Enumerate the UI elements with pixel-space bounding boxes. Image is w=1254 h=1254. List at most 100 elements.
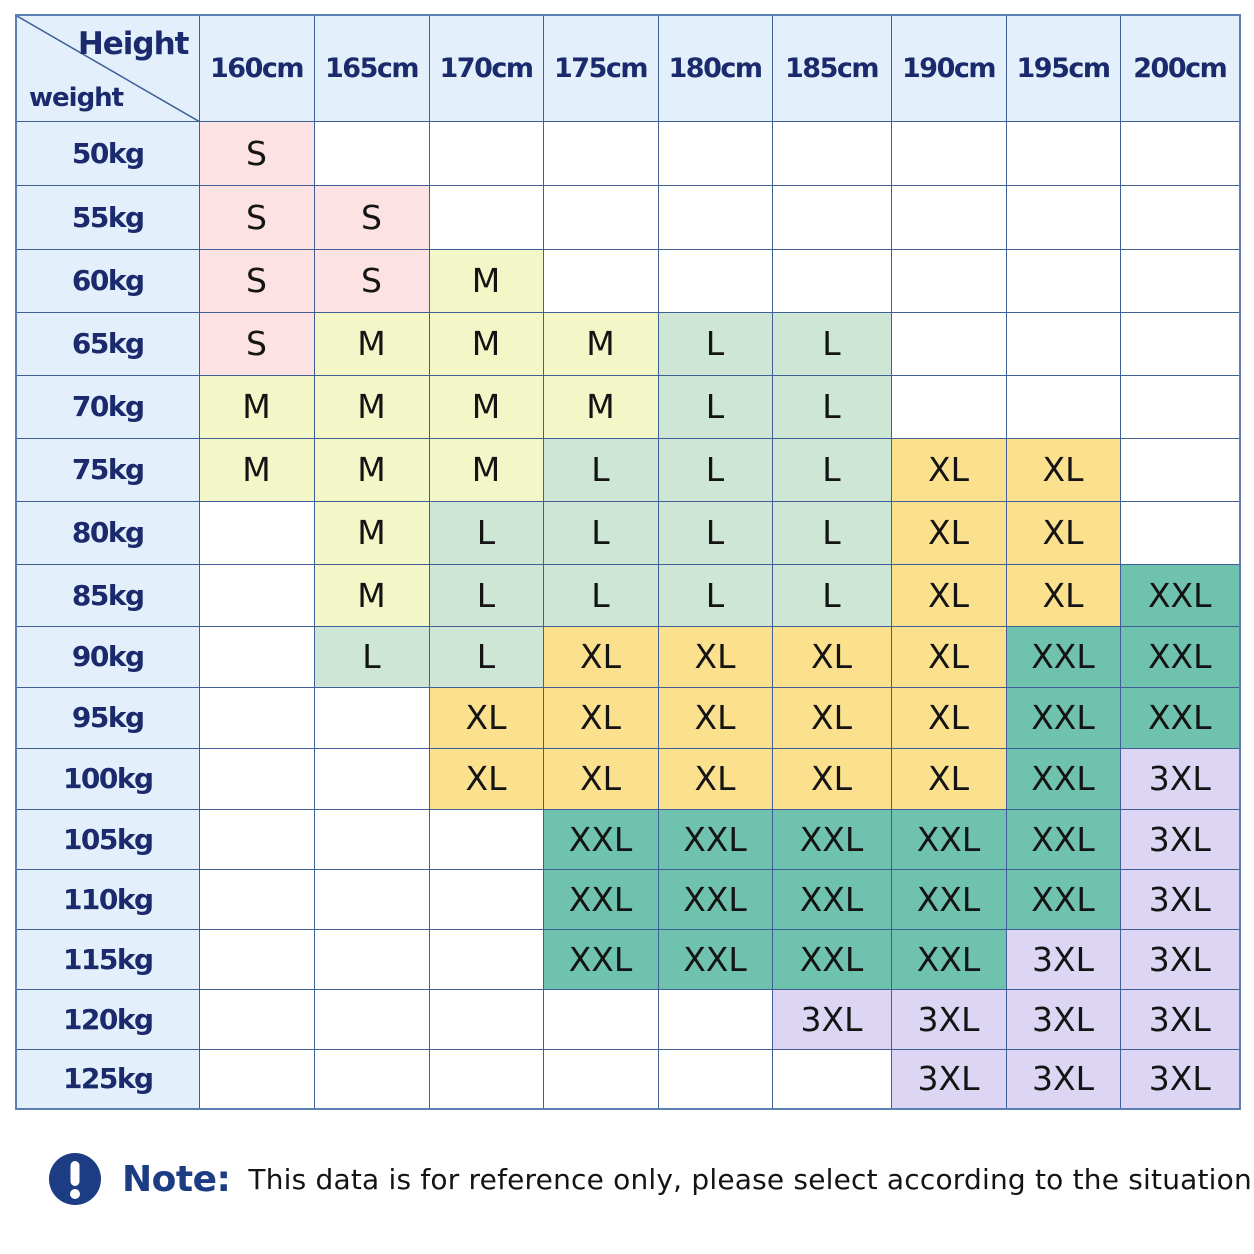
size-cell: 3XL <box>890 1048 1007 1110</box>
weight-header: 125kg <box>15 1048 200 1110</box>
size-cell: M <box>198 374 315 439</box>
height-header: 165cm <box>313 14 430 122</box>
size-cell: XXL <box>542 868 659 930</box>
size-cell <box>1119 311 1241 376</box>
size-chart-table: Height weight 160cm 165cm 170cm 175cm 180cm 1… <box>15 14 1241 1110</box>
size-cell: XXL <box>771 868 892 930</box>
height-header: 170cm <box>428 14 544 122</box>
size-cell: M <box>542 374 659 439</box>
size-cell <box>657 988 773 1050</box>
weight-header: 120kg <box>15 988 200 1050</box>
size-cell: L <box>542 437 659 502</box>
size-cell: S <box>198 248 315 313</box>
size-cell: L <box>771 563 892 627</box>
size-cell <box>542 988 659 1050</box>
size-cell: L <box>657 563 773 627</box>
size-cell: S <box>313 248 430 313</box>
size-cell: XL <box>771 747 892 810</box>
height-header: 185cm <box>771 14 892 122</box>
header-row: Height weight 160cm 165cm 170cm 175cm 180cm 1… <box>15 14 1241 122</box>
size-cell: 3XL <box>1005 928 1121 990</box>
size-cell: 3XL <box>771 988 892 1050</box>
weight-header: 65kg <box>15 311 200 376</box>
size-cell: M <box>313 311 430 376</box>
table-row: 60kg S S M <box>15 248 1241 313</box>
size-cell: XXL <box>657 928 773 990</box>
size-cell: XL <box>890 563 1007 627</box>
size-cell <box>428 184 544 250</box>
size-cell: XXL <box>1005 625 1121 688</box>
size-cell <box>428 988 544 1050</box>
table-row: 110kg XXL XXL XXL XXL XXL 3XL <box>15 868 1241 930</box>
size-cell: XL <box>1005 437 1121 502</box>
weight-header: 80kg <box>15 500 200 565</box>
size-cell: XXL <box>1119 563 1241 627</box>
size-cell: XXL <box>771 808 892 870</box>
size-cell: M <box>428 311 544 376</box>
corner-header: Height weight <box>15 14 200 122</box>
weight-header: 90kg <box>15 625 200 688</box>
size-cell <box>657 184 773 250</box>
size-cell: L <box>771 374 892 439</box>
height-header: 200cm <box>1119 14 1241 122</box>
size-cell: M <box>542 311 659 376</box>
table-row: 95kg XL XL XL XL XL XXL XXL <box>15 686 1241 749</box>
size-cell <box>890 184 1007 250</box>
size-cell <box>542 120 659 186</box>
size-cell <box>1119 120 1241 186</box>
weight-header: 110kg <box>15 868 200 930</box>
size-cell: 3XL <box>1119 808 1241 870</box>
size-cell: XL <box>890 437 1007 502</box>
table-row: 80kg M L L L L XL XL <box>15 500 1241 565</box>
weight-header: 55kg <box>15 184 200 250</box>
size-cell <box>1119 184 1241 250</box>
size-cell: S <box>198 184 315 250</box>
size-cell <box>1005 374 1121 439</box>
exclamation-circle-icon <box>49 1153 101 1205</box>
size-cell: S <box>313 184 430 250</box>
size-cell: XXL <box>890 808 1007 870</box>
size-cell: XL <box>657 686 773 749</box>
size-cell: L <box>771 500 892 565</box>
table-row: 55kg S S <box>15 184 1241 250</box>
weight-header: 115kg <box>15 928 200 990</box>
size-cell <box>1119 374 1241 439</box>
size-cell <box>428 1048 544 1110</box>
height-header: 190cm <box>890 14 1007 122</box>
weight-header: 50kg <box>15 120 200 186</box>
diagonal-divider <box>17 16 198 120</box>
size-cell: M <box>313 374 430 439</box>
size-cell <box>428 120 544 186</box>
height-header: 160cm <box>198 14 315 122</box>
weight-header: 70kg <box>15 374 200 439</box>
size-cell <box>1005 120 1121 186</box>
size-cell <box>657 248 773 313</box>
size-cell: XL <box>542 625 659 688</box>
size-cell: L <box>542 563 659 627</box>
size-cell <box>313 808 430 870</box>
size-cell <box>1005 311 1121 376</box>
size-cell <box>1119 500 1241 565</box>
size-cell: 3XL <box>1119 1048 1241 1110</box>
weight-header: 75kg <box>15 437 200 502</box>
size-cell: 3XL <box>1119 988 1241 1050</box>
table-row: 125kg 3XL 3XL 3XL <box>15 1048 1241 1110</box>
size-cell: XXL <box>657 868 773 930</box>
size-cell: XXL <box>1005 808 1121 870</box>
size-cell: L <box>428 625 544 688</box>
size-cell: XL <box>657 747 773 810</box>
size-cell <box>657 120 773 186</box>
size-cell: XL <box>890 625 1007 688</box>
size-cell: XL <box>890 747 1007 810</box>
table-row: 50kg S <box>15 120 1241 186</box>
size-cell <box>890 120 1007 186</box>
size-cell <box>198 747 315 810</box>
size-cell: XXL <box>657 808 773 870</box>
size-cell <box>313 686 430 749</box>
size-cell <box>428 928 544 990</box>
size-cell: S <box>198 311 315 376</box>
size-cell: XXL <box>1005 868 1121 930</box>
size-cell <box>198 868 315 930</box>
height-header: 195cm <box>1005 14 1121 122</box>
weight-header: 105kg <box>15 808 200 870</box>
